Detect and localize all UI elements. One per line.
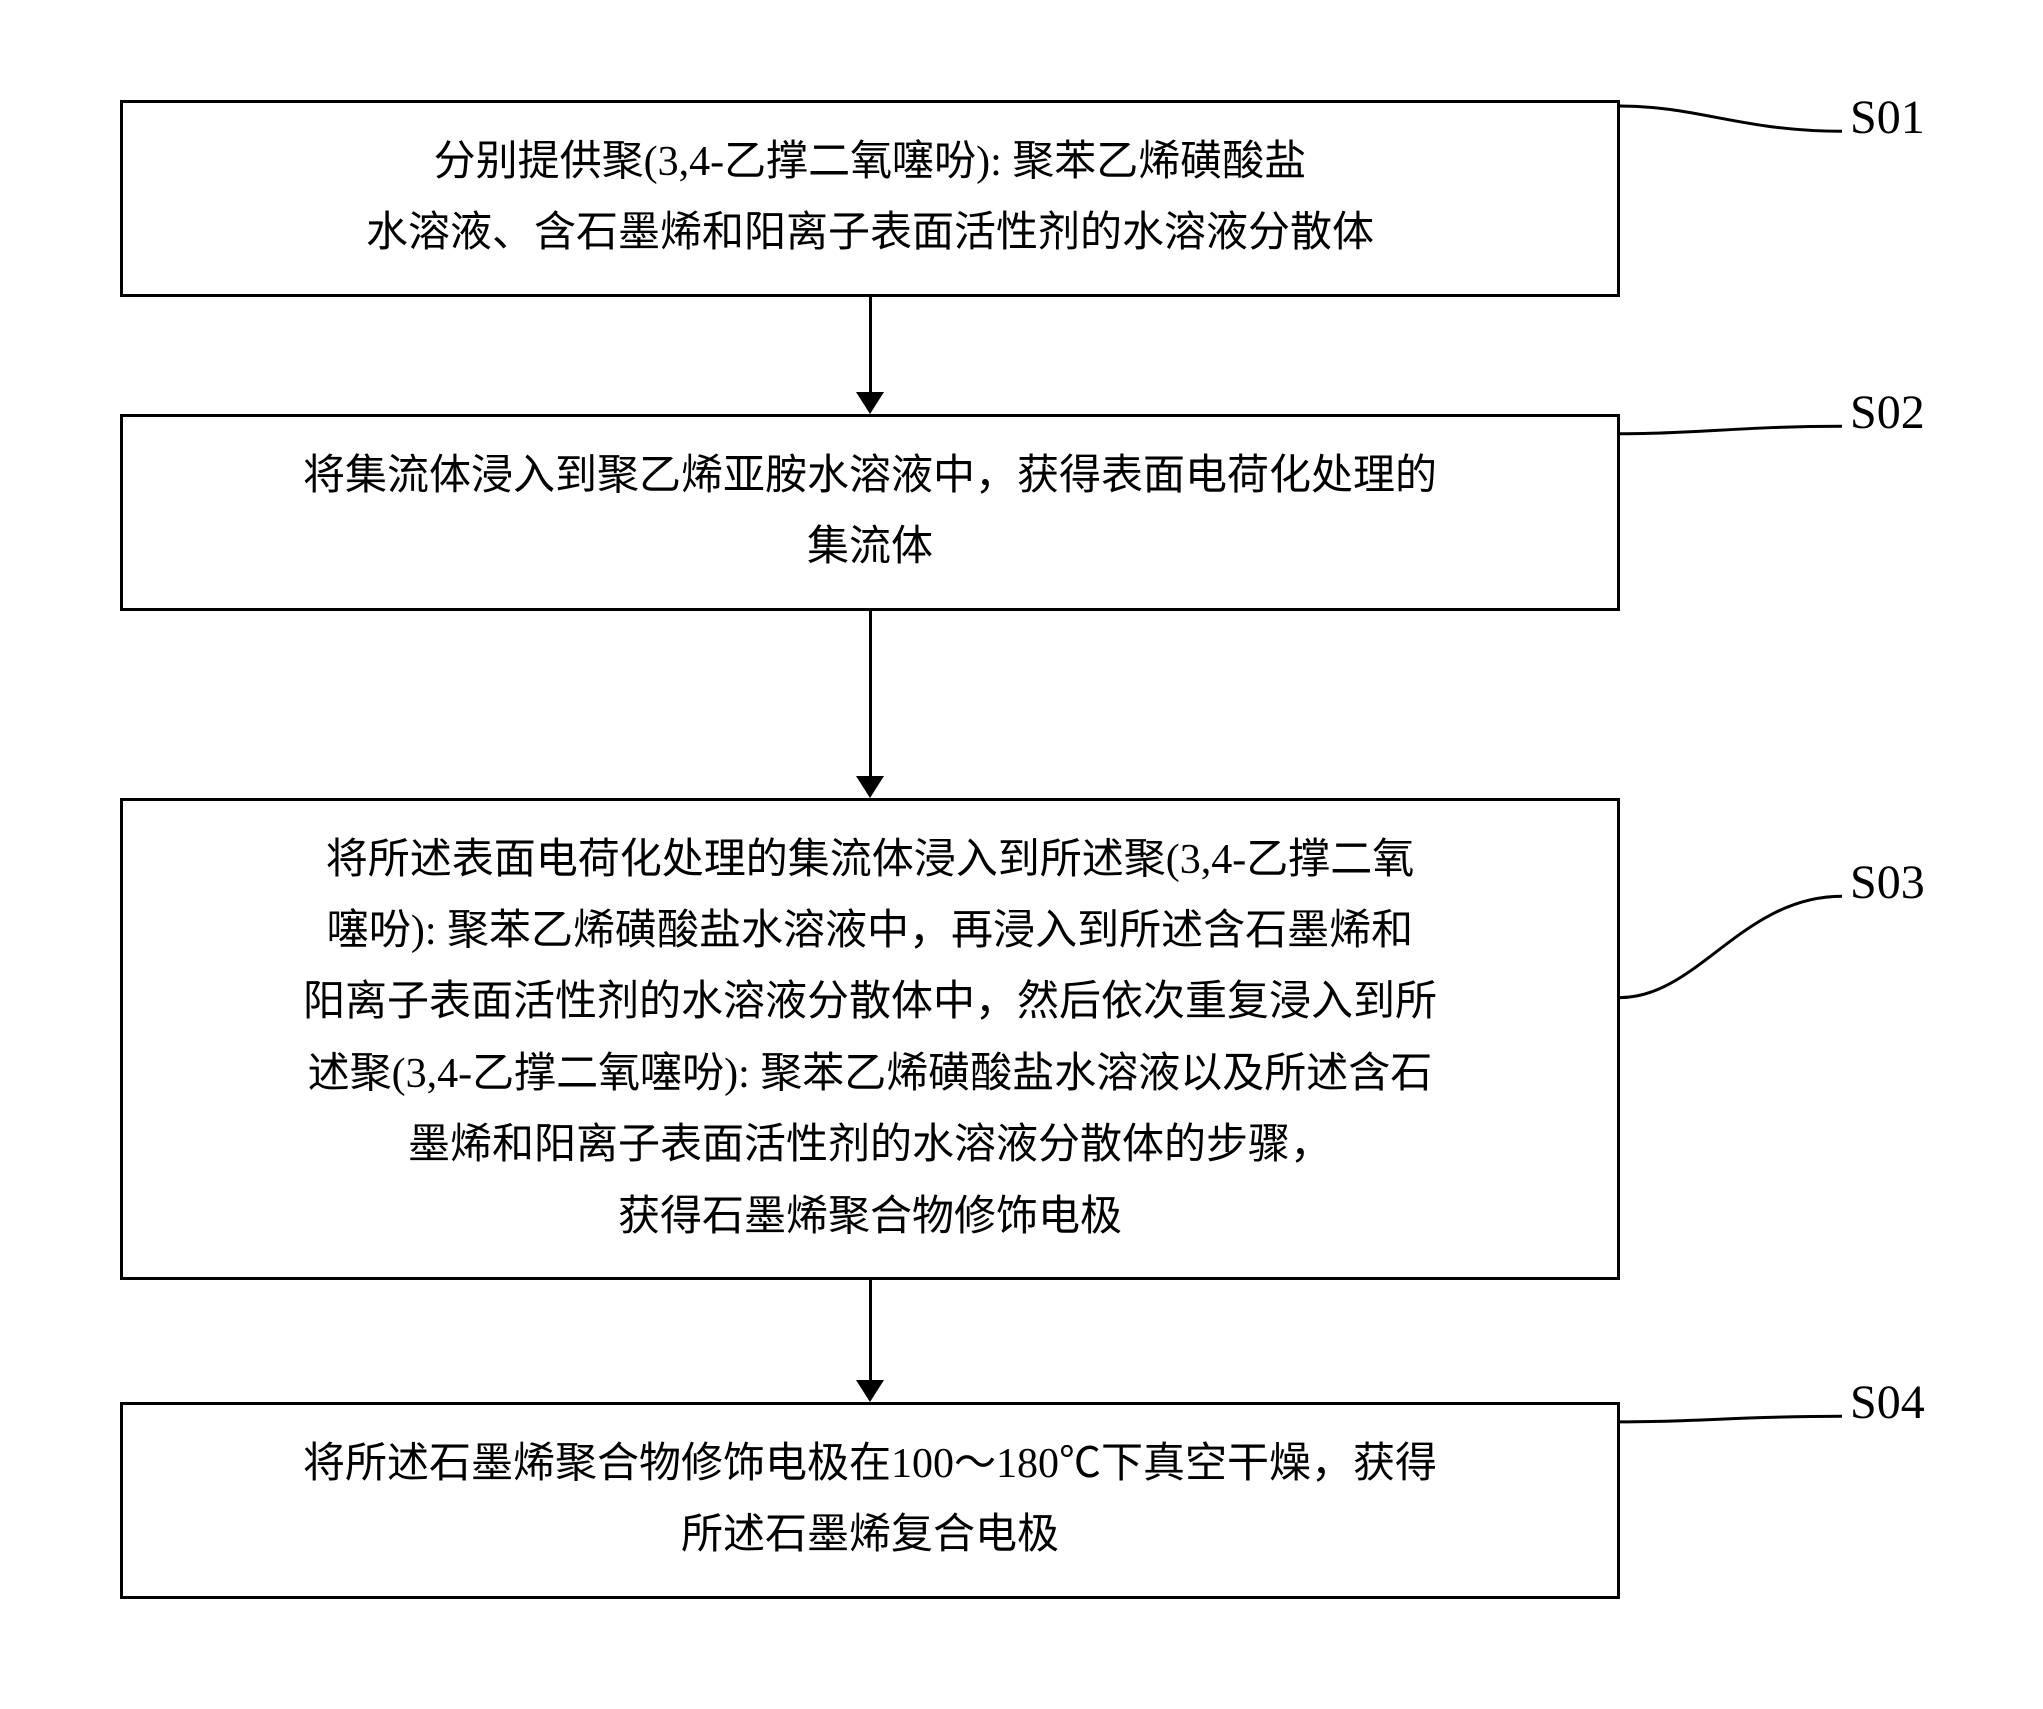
leader-line-s04 [0, 0, 2043, 1709]
